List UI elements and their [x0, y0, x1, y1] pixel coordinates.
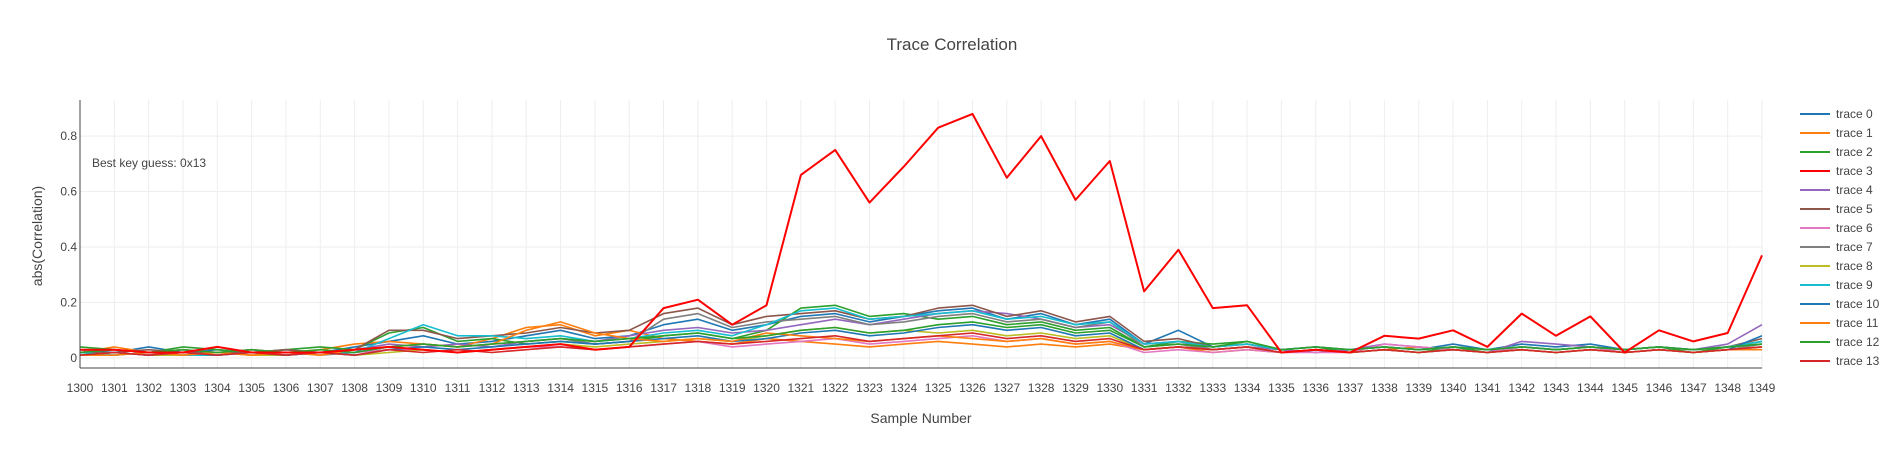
legend-label: trace 0: [1836, 107, 1873, 121]
x-tick-label: 1345: [1611, 381, 1638, 395]
legend-label: trace 9: [1836, 278, 1873, 292]
legend-label: trace 12: [1836, 335, 1880, 349]
legend-label: trace 5: [1836, 202, 1873, 216]
x-tick-label: 1327: [993, 381, 1020, 395]
legend-item[interactable]: trace 12: [1800, 335, 1880, 349]
x-tick-label: 1315: [582, 381, 609, 395]
x-tick-label: 1323: [856, 381, 883, 395]
x-tick-label: 1300: [67, 381, 94, 395]
x-tick-label: 1301: [101, 381, 128, 395]
legend-label: trace 4: [1836, 183, 1873, 197]
x-tick-label: 1318: [685, 381, 712, 395]
x-tick-label: 1328: [1028, 381, 1055, 395]
x-tick-label: 1330: [1096, 381, 1123, 395]
y-axis-label: abs(Correlation): [29, 186, 45, 286]
x-tick-label: 1304: [204, 381, 231, 395]
legend-label: trace 10: [1836, 297, 1880, 311]
x-tick-label: 1308: [341, 381, 368, 395]
legend-label: trace 6: [1836, 221, 1873, 235]
x-tick-label: 1325: [925, 381, 952, 395]
legend-item[interactable]: trace 0: [1800, 107, 1873, 121]
chart-title: Trace Correlation: [887, 35, 1018, 54]
x-tick-label: 1341: [1474, 381, 1501, 395]
legend: trace 0 trace 1 trace 2 trace 3 trace 4 trace…: [1800, 107, 1880, 368]
x-tick-label: 1336: [1302, 381, 1329, 395]
x-tick-label: 1317: [650, 381, 677, 395]
y-tick-label: 0.2: [60, 296, 77, 310]
legend-label: trace 8: [1836, 259, 1873, 273]
x-tick-label: 1321: [788, 381, 815, 395]
x-tick-label: 1332: [1165, 381, 1192, 395]
x-tick-label: 1324: [890, 381, 917, 395]
legend-label: trace 11: [1836, 316, 1879, 330]
x-tick-label: 1303: [170, 381, 197, 395]
y-tick-label: 0: [70, 351, 77, 365]
x-tick-label: 1344: [1577, 381, 1604, 395]
x-tick-label: 1316: [616, 381, 643, 395]
axes: 1300 1301 1302 1303 1304 1305 1306 1307 1308 1309…: [60, 100, 1776, 395]
legend-item[interactable]: trace 2: [1800, 145, 1873, 159]
series-line-trace-3: [80, 112, 1763, 354]
x-tick-label: 1340: [1440, 381, 1467, 395]
x-tick-label: 1320: [753, 381, 780, 395]
legend-item[interactable]: trace 8: [1800, 259, 1873, 273]
x-tick-label: 1305: [238, 381, 265, 395]
legend-item[interactable]: trace 9: [1800, 278, 1873, 292]
legend-label: trace 13: [1836, 354, 1880, 368]
x-tick-label: 1347: [1680, 381, 1707, 395]
x-tick-label: 1319: [719, 381, 746, 395]
legend-label: trace 7: [1836, 240, 1873, 254]
x-tick-label: 1343: [1543, 381, 1570, 395]
x-tick-label: 1333: [1199, 381, 1226, 395]
legend-item[interactable]: trace 4: [1800, 183, 1873, 197]
x-tick-label: 1322: [822, 381, 849, 395]
x-tick-label: 1346: [1646, 381, 1673, 395]
series-line-trace-13: [79, 332, 1763, 357]
legend-item[interactable]: trace 6: [1800, 221, 1873, 235]
legend-item[interactable]: trace 11: [1800, 316, 1879, 330]
x-tick-label: 1311: [445, 381, 471, 395]
x-tick-label: 1326: [959, 381, 986, 395]
x-tick-label: 1309: [376, 381, 403, 395]
legend-item[interactable]: trace 10: [1800, 297, 1880, 311]
x-tick-label: 1349: [1749, 381, 1776, 395]
y-tick-label: 0.6: [60, 185, 77, 199]
x-tick-label: 1331: [1131, 381, 1158, 395]
legend-item[interactable]: trace 13: [1800, 354, 1880, 368]
legend-item[interactable]: trace 5: [1800, 202, 1873, 216]
x-tick-label: 1314: [547, 381, 574, 395]
y-tick-label: 0.4: [60, 240, 77, 254]
legend-item[interactable]: trace 1: [1800, 126, 1873, 140]
x-tick-label: 1339: [1405, 381, 1432, 395]
x-tick-label: 1329: [1062, 381, 1089, 395]
series-line-trace-12: [79, 321, 1763, 354]
x-tick-label: 1338: [1371, 381, 1398, 395]
x-tick-label: 1337: [1337, 381, 1364, 395]
x-tick-label: 1348: [1714, 381, 1741, 395]
annotation-best-key: Best key guess: 0x13: [92, 156, 206, 170]
series-layer: [79, 112, 1763, 357]
x-tick-label: 1312: [479, 381, 506, 395]
x-tick-label: 1302: [135, 381, 162, 395]
legend-label: trace 1: [1836, 126, 1873, 140]
x-tick-label: 1335: [1268, 381, 1295, 395]
x-axis-label: Sample Number: [870, 410, 971, 426]
legend-label: trace 3: [1836, 164, 1873, 178]
x-tick-label: 1342: [1508, 381, 1535, 395]
x-tick-label: 1334: [1234, 381, 1261, 395]
grid-lines: [79, 100, 1763, 368]
x-tick-label: 1310: [410, 381, 437, 395]
legend-item[interactable]: trace 3: [1800, 164, 1873, 178]
x-tick-label: 1307: [307, 381, 334, 395]
legend-label: trace 2: [1836, 145, 1873, 159]
y-tick-label: 0.8: [60, 129, 77, 143]
x-tick-label: 1306: [273, 381, 300, 395]
legend-item[interactable]: trace 7: [1800, 240, 1873, 254]
x-tick-label: 1313: [513, 381, 540, 395]
